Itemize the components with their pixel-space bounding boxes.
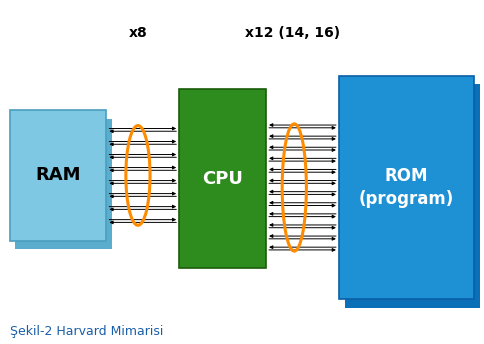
Text: Şekil-2 Harvard Mimarisi: Şekil-2 Harvard Mimarisi	[10, 325, 163, 338]
FancyBboxPatch shape	[15, 119, 112, 249]
FancyBboxPatch shape	[179, 89, 266, 268]
FancyBboxPatch shape	[339, 76, 474, 299]
Text: ROM
(program): ROM (program)	[359, 167, 454, 208]
Text: RAM: RAM	[35, 166, 81, 184]
Text: x12 (14, 16): x12 (14, 16)	[245, 26, 340, 40]
FancyBboxPatch shape	[345, 84, 480, 308]
FancyBboxPatch shape	[10, 110, 106, 241]
Text: x8: x8	[129, 26, 147, 40]
Text: CPU: CPU	[202, 170, 243, 188]
